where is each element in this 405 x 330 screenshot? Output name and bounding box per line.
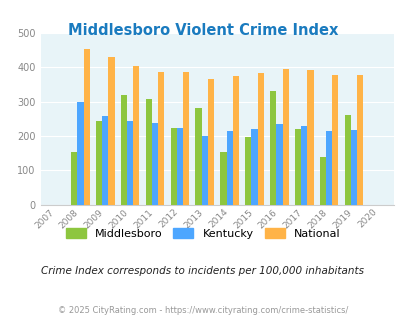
Bar xyxy=(276,124,282,205)
Bar xyxy=(102,116,108,205)
Bar xyxy=(232,76,239,205)
Bar xyxy=(201,136,207,205)
Bar xyxy=(176,128,183,205)
Bar xyxy=(282,69,288,205)
Bar xyxy=(269,91,276,205)
Bar xyxy=(257,73,263,205)
Bar xyxy=(71,152,77,205)
Bar xyxy=(344,115,350,205)
Bar xyxy=(108,57,114,205)
Bar xyxy=(158,72,164,205)
Bar xyxy=(307,70,313,205)
Text: © 2025 CityRating.com - https://www.cityrating.com/crime-statistics/: © 2025 CityRating.com - https://www.city… xyxy=(58,306,347,315)
Bar xyxy=(195,108,201,205)
Bar xyxy=(245,137,251,205)
Bar xyxy=(331,75,338,205)
Bar xyxy=(133,66,139,205)
Bar xyxy=(170,128,176,205)
Bar xyxy=(350,130,356,205)
Bar xyxy=(121,95,127,205)
Bar xyxy=(251,129,257,205)
Text: Crime Index corresponds to incidents per 100,000 inhabitants: Crime Index corresponds to incidents per… xyxy=(41,266,364,276)
Bar xyxy=(183,72,189,205)
Bar xyxy=(207,79,213,205)
Bar xyxy=(319,156,325,205)
Bar xyxy=(127,121,133,205)
Bar xyxy=(83,49,90,205)
Bar xyxy=(145,99,151,205)
Legend: Middlesboro, Kentucky, National: Middlesboro, Kentucky, National xyxy=(61,223,344,243)
Text: Middlesboro Violent Crime Index: Middlesboro Violent Crime Index xyxy=(68,23,337,38)
Bar xyxy=(294,129,301,205)
Bar xyxy=(77,102,83,205)
Bar xyxy=(151,122,158,205)
Bar xyxy=(226,131,232,205)
Bar xyxy=(301,126,307,205)
Bar xyxy=(96,120,102,205)
Bar xyxy=(356,75,362,205)
Bar xyxy=(220,152,226,205)
Bar xyxy=(325,131,331,205)
